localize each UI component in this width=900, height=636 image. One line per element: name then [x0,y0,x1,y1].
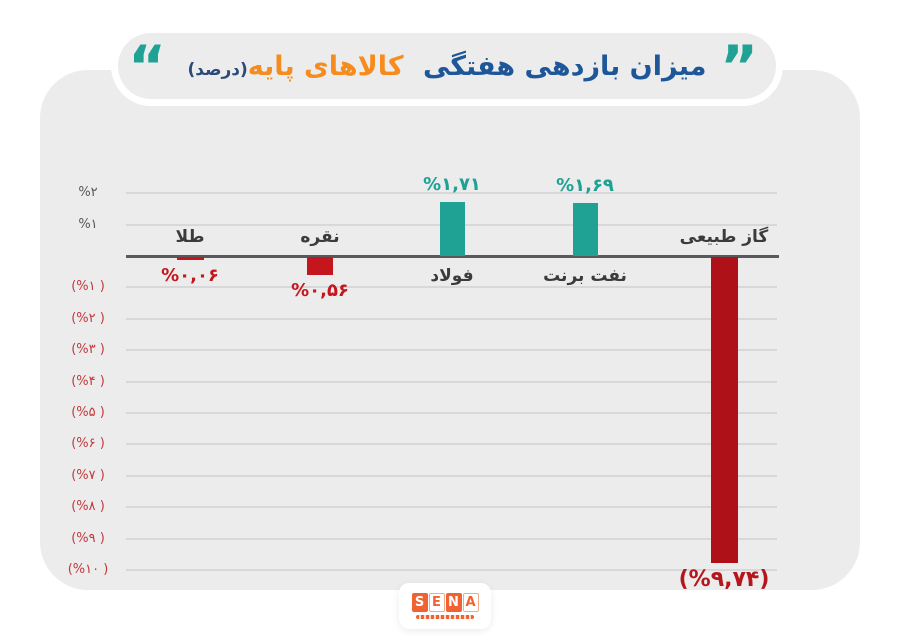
y-tick-label--3: (%۳ ) [71,342,105,358]
gridline--6 [126,443,777,446]
page-title: میزان بازدهی هفتگی کالاهای پایه(درصد) [188,53,707,80]
logo-letter-n: N [445,593,462,612]
y-tick-label--7: (%۷ ) [71,467,105,483]
value-label-brent-oil: %۱,۶۹ [556,174,614,196]
value-label-steel: %۱,۷۱ [423,174,481,196]
quote-right-icon: ” [720,33,759,101]
logo-tagline [416,615,474,619]
y-tick-label--6: (%۶ ) [71,436,105,452]
y-tick-label--10: (%۱۰ ) [67,562,109,577]
y-tick-label-1: %۱ [78,216,98,232]
category-label-steel: فولاد [430,266,474,286]
bar-silver [307,257,333,275]
y-tick-label--4: (%۴ ) [71,373,105,389]
y-tick-label--9: (%۹ ) [71,530,105,546]
bar-gold [176,257,204,260]
bar-brent-oil [572,202,598,256]
sena-logo: S E N A [399,583,491,629]
y-tick-label--8: (%۸ ) [71,499,105,515]
gridline--3 [126,349,777,352]
sena-logo-letters: S E N A [411,593,479,612]
gridline--4 [126,380,777,383]
y-tick-label--2: (%۲ ) [71,310,105,326]
quote-left-icon: “ [128,33,167,101]
bar-natural-gas [710,257,738,563]
y-tick-label--1: (%۱ ) [71,279,105,295]
gridline--2 [126,317,777,320]
gridline--1 [126,286,777,289]
bar-steel [439,202,465,256]
gridline-2 [126,192,777,195]
category-label-brent-oil: نفت برنت [543,266,627,286]
title-highlight: کالاهای پایه [247,50,404,82]
header-pill: میزان بازدهی هفتگی کالاهای پایه(درصد) [118,33,776,99]
category-label-silver: نقره [300,227,340,247]
value-label-gold: %۰,۰۶ [161,265,219,286]
gridline--9 [126,537,777,540]
value-label-natural-gas: (%۹,۷۴) [678,566,770,592]
zero-axis-line [126,255,779,258]
gridline--10 [126,569,777,571]
title-unit: (درصد) [187,59,248,80]
value-label-silver: %۰,۵۶ [291,279,349,301]
logo-letter-a: A [462,593,479,612]
y-tick-label--5: (%۵ ) [71,405,105,420]
y-tick-label-2: %۲ [78,185,98,201]
gridline--5 [126,412,777,414]
title-main: میزان بازدهی هفتگی [422,50,707,82]
category-label-gold: طلا [175,227,205,247]
logo-letter-s: S [411,593,428,612]
logo-letter-e: E [428,593,445,612]
category-label-natural-gas: گاز طبیعی [679,227,769,247]
gridline--7 [126,474,777,477]
gridline--8 [126,506,777,509]
